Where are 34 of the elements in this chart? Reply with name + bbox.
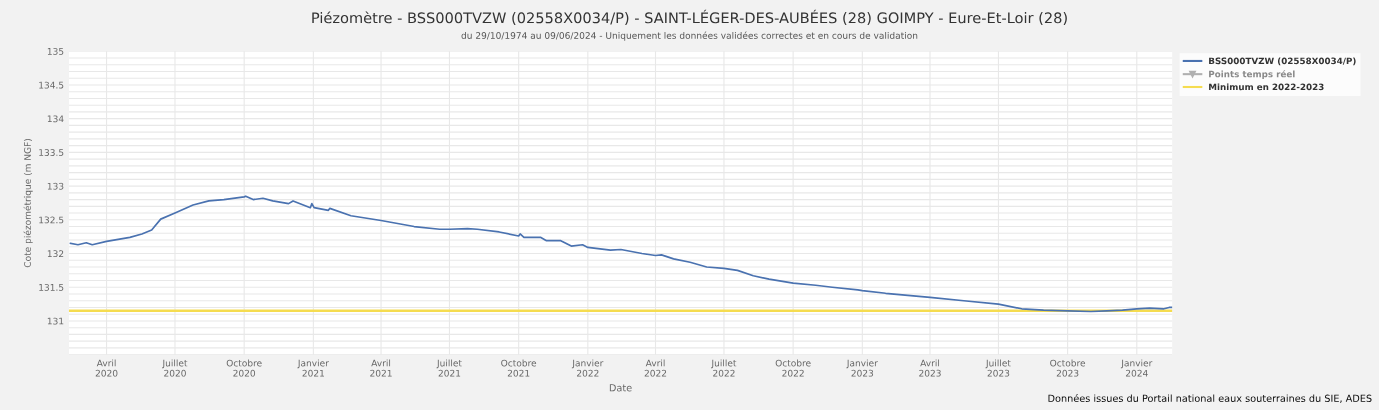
y-tick-label: 132.5 bbox=[39, 216, 64, 224]
x-tick-label: Janvier 2021 bbox=[297, 359, 329, 377]
y-tick-label: 131.5 bbox=[39, 283, 64, 291]
y-tick-label: 135 bbox=[47, 47, 64, 55]
chart-subtitle: du 29/10/1974 au 09/06/2024 - Uniquement les données validées correctes et en cours de validation bbox=[461, 31, 918, 41]
legend-label: Points temps réel bbox=[1209, 70, 1295, 80]
legend-label: BSS000TVZW (02558X0034/P) bbox=[1209, 57, 1356, 66]
y-tick-label: 134.5 bbox=[39, 81, 64, 89]
x-tick-label: Juillet 2021 bbox=[436, 359, 462, 377]
x-axis-title: Date bbox=[609, 384, 632, 392]
y-tick-label: 133.5 bbox=[39, 149, 64, 156]
x-tick-label: Janvier 2024 bbox=[1120, 359, 1153, 377]
legend-label: Minimum en 2022-2023 bbox=[1209, 83, 1324, 91]
text: Données issues du Portail national eaux souterraines du SIE, ADES bbox=[1048, 394, 1372, 403]
chart-title: Piézomètre - BSS000TVZW (02558X0034/P) - SAINT-LÉGER-DES-AUBÉES (28) GOIMPY - Eure-Et-Loir (28) bbox=[312, 9, 1067, 26]
line-series bbox=[69, 195, 1173, 313]
x-tick-label: Octobre 2020 bbox=[226, 359, 262, 377]
x-tick-label: Juillet 2020 bbox=[162, 359, 188, 377]
x-tick-label: Octobre 2021 bbox=[501, 359, 537, 377]
x-tick-label: Janvier 2023 bbox=[846, 359, 878, 377]
x-tick-label: Octobre 2023 bbox=[1050, 359, 1086, 377]
y-tick-label: 131 bbox=[47, 317, 64, 325]
x-tick-label: Avril 2020 bbox=[95, 359, 118, 377]
y-axis-title: Cote piézométrique (m NGF) bbox=[23, 138, 33, 268]
x-tick-label: Octobre 2022 bbox=[775, 359, 811, 377]
x-tick-label: Juillet 2023 bbox=[985, 359, 1011, 377]
y-tick-label: 134 bbox=[47, 115, 64, 123]
x-tick-label: Juillet 2022 bbox=[710, 359, 737, 377]
y-tick-label: 133 bbox=[47, 182, 64, 190]
y-tick-label: 132 bbox=[47, 250, 64, 258]
x-tick-label: Avril 2021 bbox=[370, 359, 392, 377]
x-tick-label: Janvier 2022 bbox=[571, 359, 604, 377]
x-tick-label: Avril 2022 bbox=[644, 359, 667, 377]
x-tick-label: Avril 2023 bbox=[919, 359, 941, 377]
